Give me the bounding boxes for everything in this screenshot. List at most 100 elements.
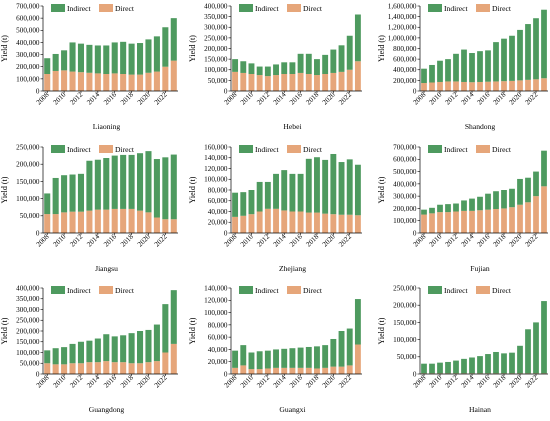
x-tick-label: 2012 <box>444 373 460 389</box>
bar-direct-2022 <box>162 66 169 91</box>
y-tick-label: 700,000 <box>393 143 417 151</box>
bar-direct-2009 <box>429 82 435 91</box>
bar-direct-2017 <box>305 367 312 374</box>
bar-indirect-2019 <box>322 54 329 74</box>
bar-direct-2015 <box>289 367 296 374</box>
chart-title: Jiangsu <box>95 264 118 273</box>
chart-title: Guangxi <box>279 405 305 414</box>
bar-direct-2021 <box>338 71 345 91</box>
legend-label-indirect: Indirect <box>444 286 469 295</box>
bar-indirect-2012 <box>77 173 85 212</box>
bar-indirect-2020 <box>517 178 523 205</box>
bar-indirect-2015 <box>103 334 110 362</box>
bar-indirect-2019 <box>322 159 329 214</box>
bar-direct-2009 <box>240 215 247 233</box>
bar-indirect-2017 <box>305 346 312 368</box>
bar-indirect-2021 <box>338 45 345 72</box>
bar-direct-2015 <box>289 74 296 91</box>
bar-indirect-2019 <box>509 35 515 81</box>
bar-indirect-2011 <box>445 59 451 82</box>
legend-label-direct: Direct <box>115 286 135 295</box>
x-tick-label: 2012 <box>69 232 85 248</box>
y-tick-label: 140,000 <box>204 284 228 292</box>
y-tick-label: 50,000 <box>397 353 417 361</box>
y-tick-label: 40,000 <box>208 208 228 216</box>
y-tick-label: 60,000 <box>208 334 228 342</box>
x-tick-label: 2020 <box>136 90 152 106</box>
y-tick-label: 50,000 <box>208 77 228 85</box>
bar-direct-2023 <box>170 60 177 91</box>
chart-title: Zhejiang <box>279 264 306 273</box>
legend-swatch-indirect <box>51 286 65 294</box>
x-tick-label: 2018 <box>492 232 508 248</box>
x-tick-label: 2014 <box>460 373 476 389</box>
y-tick-label: 60,000 <box>208 197 228 205</box>
bar-direct-2014 <box>469 210 475 233</box>
bar-direct-2009 <box>52 214 59 233</box>
bar-direct-2012 <box>264 208 271 233</box>
bar-direct-2023 <box>541 186 547 233</box>
bar-indirect-2013 <box>461 358 467 374</box>
x-tick-label: 2016 <box>288 373 304 389</box>
bar-direct-2015 <box>103 209 110 233</box>
bar-direct-2014 <box>94 362 101 374</box>
bar-indirect-2021 <box>525 177 531 203</box>
x-tick-label: 2020 <box>508 373 524 389</box>
bar-indirect-2008 <box>232 59 239 72</box>
x-tick-label: 2014 <box>460 232 476 248</box>
bar-direct-2010 <box>437 81 443 91</box>
bar-direct-2014 <box>469 82 475 91</box>
bar-direct-2017 <box>305 212 312 233</box>
y-tick-label: 100,000 <box>204 66 228 74</box>
bar-indirect-2010 <box>248 63 255 74</box>
x-tick-label: 2010 <box>52 232 68 248</box>
bar-indirect-2017 <box>305 158 312 213</box>
bar-direct-2011 <box>445 212 451 233</box>
bar-direct-2015 <box>477 210 483 233</box>
bar-indirect-2018 <box>314 346 320 369</box>
y-tick-label: 80,000 <box>208 321 228 329</box>
bar-indirect-2013 <box>461 200 467 211</box>
bar-indirect-2016 <box>111 42 118 74</box>
y-tick-label: 600,000 <box>393 56 417 64</box>
y-tick-label: 300,000 <box>393 193 417 201</box>
y-tick-label: 1,200,000 <box>388 24 417 32</box>
bar-direct-2023 <box>170 343 177 374</box>
y-tick-label: 500,000 <box>393 168 417 176</box>
bar-direct-2022 <box>346 365 353 374</box>
y-tick-label: 200,000 <box>393 77 417 85</box>
bar-indirect-2008 <box>44 350 51 364</box>
bar-direct-2019 <box>136 74 144 91</box>
x-tick-label: 2012 <box>255 90 271 106</box>
bar-direct-2020 <box>330 214 337 233</box>
bar-direct-2010 <box>61 212 68 233</box>
y-tick-label: 0 <box>224 370 228 378</box>
legend-swatch-indirect <box>239 286 253 294</box>
bar-indirect-2015 <box>289 62 296 74</box>
x-tick-label: 2010 <box>239 232 255 248</box>
x-tick-label: 2016 <box>288 90 304 106</box>
x-tick-label: 2010 <box>239 90 255 106</box>
legend-label-indirect: Indirect <box>67 286 92 295</box>
x-tick-label: 2020 <box>321 373 337 389</box>
x-tick-label: 2022 <box>337 90 353 106</box>
bar-direct-2009 <box>52 364 59 374</box>
y-axis-label: Yield (t) <box>0 35 9 62</box>
y-tick-label: 100,000 <box>16 75 40 83</box>
bar-indirect-2008 <box>421 68 427 84</box>
bar-indirect-2013 <box>86 340 93 363</box>
bar-indirect-2018 <box>501 38 507 82</box>
bar-direct-2021 <box>525 202 531 233</box>
bar-indirect-2021 <box>525 329 531 374</box>
y-tick-label: 200,000 <box>393 205 417 213</box>
bar-direct-2011 <box>256 369 263 374</box>
bar-indirect-2022 <box>346 328 353 366</box>
y-tick-label: 150,000 <box>16 338 40 346</box>
bar-indirect-2011 <box>445 361 451 374</box>
bar-indirect-2011 <box>256 351 263 370</box>
bar-indirect-2008 <box>232 350 239 368</box>
x-tick-label: 2016 <box>476 90 492 106</box>
bar-indirect-2011 <box>256 66 263 76</box>
bar-indirect-2021 <box>153 324 160 362</box>
